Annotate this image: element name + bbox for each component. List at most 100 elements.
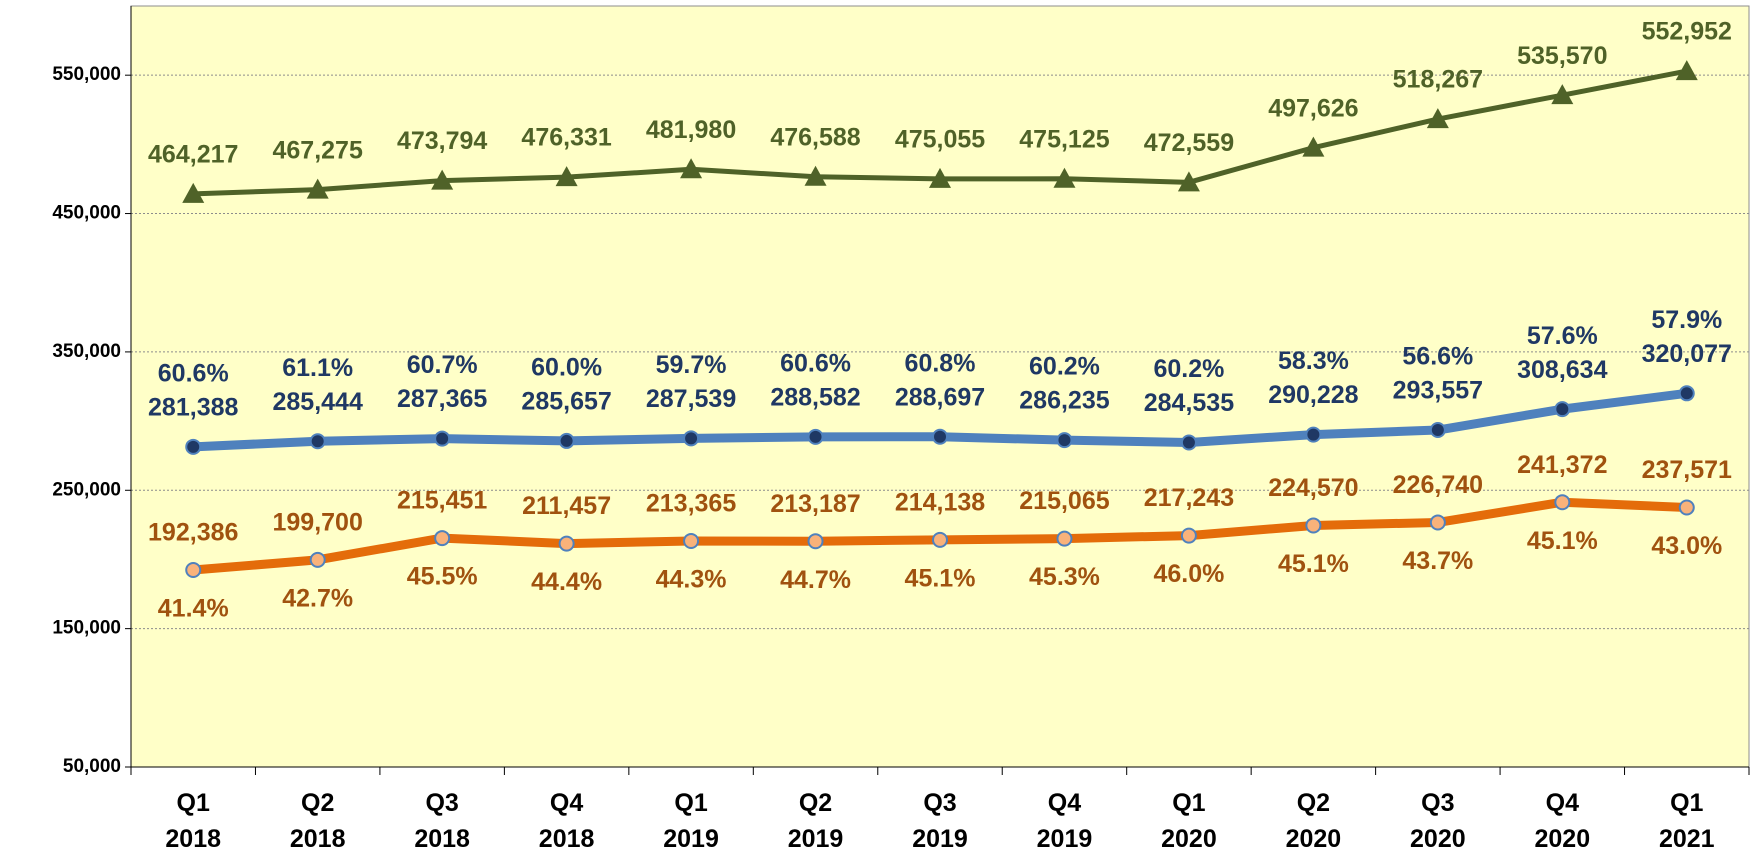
data-label: 287,539 xyxy=(646,385,736,413)
marker xyxy=(1678,385,1695,402)
percent-label: 57.6% xyxy=(1527,322,1598,350)
x-tick-label: Q2 2019 xyxy=(788,789,844,853)
marker xyxy=(1305,517,1322,534)
percent-label: 59.7% xyxy=(656,351,727,379)
data-label: 552,952 xyxy=(1642,18,1732,46)
y-tick-label: 450,000 xyxy=(52,203,121,224)
x-tick-label: Q1 2020 xyxy=(1161,789,1217,853)
data-label: 224,570 xyxy=(1268,474,1358,502)
marker xyxy=(1554,401,1571,418)
x-tick-label: Q2 2018 xyxy=(290,789,346,853)
percent-label: 44.7% xyxy=(780,566,851,594)
percent-label: 60.2% xyxy=(1029,353,1100,381)
percent-label: 41.4% xyxy=(158,595,229,623)
data-label: 217,243 xyxy=(1144,484,1234,512)
percent-label: 45.1% xyxy=(905,565,976,593)
data-label: 237,571 xyxy=(1642,456,1732,484)
data-label: 211,457 xyxy=(522,492,611,520)
marker xyxy=(929,167,951,188)
x-tick-label: Q4 2018 xyxy=(539,789,595,853)
y-tick-label: 150,000 xyxy=(52,618,121,639)
data-label: 285,444 xyxy=(273,388,363,416)
marker xyxy=(1429,514,1446,531)
data-label: 464,217 xyxy=(148,140,238,168)
marker xyxy=(431,169,454,190)
percent-label: 60.2% xyxy=(1153,355,1224,383)
marker xyxy=(1305,426,1322,443)
y-tick-label: 50,000 xyxy=(63,756,121,777)
data-label: 476,331 xyxy=(521,124,611,152)
percent-label: 44.3% xyxy=(656,566,727,594)
x-tick-label: Q4 2020 xyxy=(1534,789,1590,853)
y-tick-label: 550,000 xyxy=(52,64,121,85)
x-tick-label: Q1 2018 xyxy=(165,789,221,853)
data-label: 518,267 xyxy=(1393,66,1483,94)
percent-label: 58.3% xyxy=(1278,347,1349,375)
data-label: 293,557 xyxy=(1393,377,1483,405)
x-tick-label: Q2 2020 xyxy=(1286,789,1342,853)
marker xyxy=(683,430,700,447)
percent-label: 42.7% xyxy=(282,584,353,612)
plot-area xyxy=(130,5,1750,768)
marker xyxy=(807,428,824,445)
data-label: 287,365 xyxy=(397,385,487,413)
x-tick-label: Q3 2020 xyxy=(1410,789,1466,853)
data-label: 476,588 xyxy=(770,123,860,151)
data-label: 215,065 xyxy=(1019,487,1109,515)
data-label: 215,451 xyxy=(397,487,487,515)
percent-label: 56.6% xyxy=(1402,343,1473,371)
data-label: 467,275 xyxy=(273,136,363,164)
marker xyxy=(434,430,451,447)
marker xyxy=(1056,530,1073,547)
percent-label: 43.7% xyxy=(1402,547,1473,575)
data-label: 214,138 xyxy=(895,489,985,517)
x-tick-label: Q3 2018 xyxy=(414,789,470,853)
marker xyxy=(1180,434,1197,451)
data-label: 288,582 xyxy=(770,383,860,411)
data-label: 497,626 xyxy=(1268,94,1358,122)
marker xyxy=(185,561,202,578)
marker xyxy=(1675,60,1698,81)
data-label: 472,559 xyxy=(1144,129,1234,157)
percent-label: 60.6% xyxy=(780,349,851,377)
data-label: 320,077 xyxy=(1642,340,1732,368)
percent-label: 45.3% xyxy=(1029,563,1100,591)
marker xyxy=(1678,499,1695,516)
percent-label: 45.5% xyxy=(407,563,478,591)
percent-label: 61.1% xyxy=(282,354,353,382)
data-label: 226,740 xyxy=(1393,471,1483,499)
data-label: 290,228 xyxy=(1268,381,1358,409)
marker xyxy=(932,428,948,445)
marker xyxy=(185,438,202,455)
marker xyxy=(683,532,700,549)
marker xyxy=(306,178,329,199)
data-label: 213,187 xyxy=(770,490,860,518)
percent-label: 60.8% xyxy=(905,349,976,377)
data-label: 308,634 xyxy=(1517,356,1607,384)
data-label: 192,386 xyxy=(148,519,238,547)
x-tick-label: Q3 2019 xyxy=(912,789,968,853)
percent-label: 60.0% xyxy=(531,354,602,382)
marker xyxy=(1551,84,1574,105)
marker xyxy=(1056,432,1073,449)
data-label: 481,980 xyxy=(646,116,736,144)
data-label: 213,365 xyxy=(646,490,736,518)
marker xyxy=(1302,136,1325,157)
data-label: 286,235 xyxy=(1019,387,1109,415)
marker xyxy=(1554,494,1571,511)
marker xyxy=(1429,422,1446,439)
data-label: 288,697 xyxy=(895,383,985,411)
marker xyxy=(804,165,827,186)
marker xyxy=(932,531,948,548)
percent-label: 57.9% xyxy=(1651,306,1722,334)
marker xyxy=(1180,527,1197,544)
marker xyxy=(558,432,575,449)
marker xyxy=(434,530,451,547)
data-label: 281,388 xyxy=(148,393,238,421)
marker xyxy=(558,535,575,552)
percent-label: 44.4% xyxy=(531,568,602,596)
percent-label: 45.1% xyxy=(1278,550,1349,578)
x-tick-label: Q1 2021 xyxy=(1659,789,1715,853)
data-label: 241,372 xyxy=(1517,451,1607,479)
